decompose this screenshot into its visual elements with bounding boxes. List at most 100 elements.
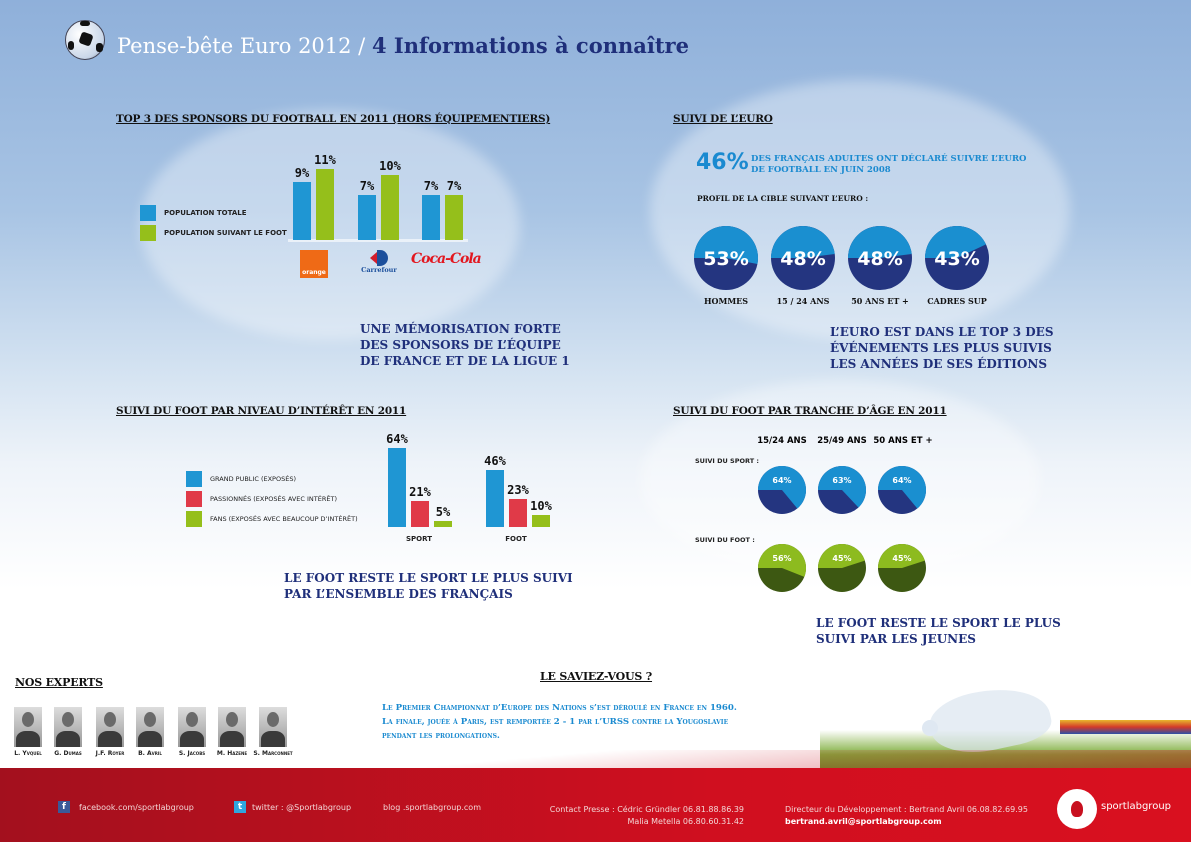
age-column-label: 25/49 ANS	[817, 436, 867, 446]
expert-photo	[259, 707, 287, 747]
euro-profile-pies: 53% HOMMES 48% 15 / 24 ANS 48% 50 ANS ET + 43%…	[694, 225, 989, 306]
legend-item: FANS (EXPOSÉS AVEC BEAUCOUP D’INTÉRÊT)	[186, 511, 358, 527]
pie-slice-value	[878, 544, 925, 568]
pie-value-label: 63%	[832, 476, 851, 485]
bar-value-label: 10%	[530, 498, 552, 513]
press-contact: Contact Presse : Cédric Gründler 06.81.8…	[549, 805, 744, 814]
caption-line: LE FOOT RESTE LE SPORT LE PLUS	[816, 616, 1061, 630]
pie-value-label: 45%	[832, 554, 851, 563]
legend-item: POPULATION TOTALE	[140, 205, 246, 221]
expert-photo	[178, 707, 206, 747]
bar-value-label: 64%	[386, 432, 408, 447]
bar-carrefour-0	[358, 194, 376, 240]
expert-photo	[14, 707, 42, 747]
bar-value-label: 7%	[446, 178, 462, 193]
expert-body	[56, 731, 80, 747]
expert-body	[138, 731, 162, 747]
blog-link[interactable]: blog .sportlabgroup.com	[383, 803, 481, 812]
row-label-foot: SUIVI DU FOOT :	[695, 536, 755, 544]
saviez-line: Le Premier Championnat d’Europe des Nati…	[382, 703, 737, 713]
pie-value-label: 45%	[892, 554, 911, 563]
caption-line: LES ANNÉES DE SES ÉDITIONS	[830, 357, 1047, 371]
bar-carrefour-1	[381, 175, 399, 240]
legend-label: GRAND PUBLIC (EXPOSÉS)	[210, 475, 296, 483]
bar-sport-1	[411, 501, 429, 527]
twitter-icon[interactable]: t	[234, 801, 246, 813]
bar-orange-0	[293, 181, 311, 240]
pie-slice-value	[878, 466, 926, 509]
pie-value-label: 64%	[772, 476, 791, 485]
page-title: Pense-bête Euro 2012 / 4 Informations à …	[117, 33, 689, 58]
carrefour-label: Carrefour	[361, 266, 397, 274]
expert-body	[180, 731, 204, 747]
bar-orange-1	[316, 168, 334, 240]
bar-foot-2	[532, 514, 550, 527]
category-label: SPORT	[406, 535, 432, 543]
bar-value-label: 7%	[359, 178, 375, 193]
cloud-decoration	[650, 80, 1070, 340]
pie-slice-value	[925, 226, 986, 258]
caption-line: L’EURO EST DANS LE TOP 3 DES	[830, 325, 1054, 339]
pie-slice-value	[758, 466, 806, 509]
pie-category-label: 50 ANS ET +	[851, 296, 909, 306]
expert-body	[261, 731, 285, 747]
facebook-icon[interactable]: f	[58, 801, 70, 813]
bar-foot-1	[509, 498, 527, 527]
footer: f facebook.com/sportlabgroup t twitter :…	[0, 768, 1191, 842]
expert-photo	[136, 707, 164, 747]
orange-logo: orange	[300, 250, 328, 278]
bar-value-label: 11%	[314, 152, 336, 167]
pie-slice-value	[818, 544, 865, 568]
director-contact: Directeur du Développement : Bertrand Av…	[785, 805, 1028, 814]
interest-caption: LE FOOT RESTE LE SPORT LE PLUS SUIVI PAR…	[284, 570, 573, 602]
saviez-line: La finale, jouée à Paris, est remportée …	[382, 717, 729, 727]
pie-slice-value	[818, 466, 866, 508]
expert-head	[144, 712, 156, 727]
caption-line: LE FOOT RESTE LE SPORT LE PLUS SUIVI	[284, 571, 573, 585]
director-email[interactable]: bertrand.avril@sportlabgroup.com	[785, 817, 942, 826]
legend-swatch	[186, 471, 202, 487]
bar-value-label: 23%	[507, 482, 529, 497]
ball-icon	[922, 720, 938, 736]
expert-body	[16, 731, 40, 747]
legend-item: POPULATION SUIVANT LE FOOT	[140, 225, 287, 241]
pie-category-label: CADRES SUP	[927, 296, 987, 306]
title-bold: 4 Informations à connaître	[371, 33, 689, 58]
sportlab-logo	[1057, 789, 1097, 829]
legend-swatch	[140, 205, 156, 221]
bar-value-label: 10%	[379, 159, 401, 173]
bar-value-label: 21%	[409, 485, 431, 500]
legend-label: PASSIONNÉS (EXPOSÉS AVEC INTÉRÊT)	[210, 495, 337, 503]
chart-baseline	[288, 239, 468, 242]
age-heading: SUIVI DU FOOT PAR TRANCHE D’ÂGE EN 2011	[673, 405, 947, 417]
expert-head	[104, 712, 116, 727]
saviez-line: pendant les prolongations.	[382, 731, 500, 741]
pie-slice-value	[848, 226, 912, 258]
bar-sport-0	[388, 448, 406, 527]
expert-body	[220, 731, 244, 747]
carrefour-logo: Carrefour	[358, 250, 400, 280]
bar-foot-0	[486, 470, 504, 527]
age-column-label: 50 ANS ET +	[873, 436, 933, 446]
expert-head	[267, 712, 279, 727]
facebook-link[interactable]: facebook.com/sportlabgroup	[79, 803, 194, 812]
twitter-link[interactable]: twitter : @Sportlabgroup	[252, 803, 352, 812]
pie-value-label: 43%	[934, 248, 979, 270]
expert-photo	[54, 707, 82, 747]
legend-item: PASSIONNÉS (EXPOSÉS AVEC INTÉRÊT)	[186, 491, 337, 507]
age-caption: LE FOOT RESTE LE SPORT LE PLUS SUIVI PAR…	[816, 615, 1061, 647]
coca-cola-logo: Coca-Cola	[411, 251, 482, 267]
bar-coca-cola-0	[422, 194, 440, 240]
caption-line: DES SPONSORS DE L’ÉQUIPE	[360, 338, 561, 352]
category-label: FOOT	[505, 535, 527, 543]
euro-caption: L’EURO EST DANS LE TOP 3 DES ÉVÉNEMENTS …	[830, 324, 1054, 372]
logo-text: sportlabgroup	[1101, 801, 1172, 812]
legend-label: POPULATION SUIVANT LE FOOT	[164, 229, 287, 237]
expert-photo	[96, 707, 124, 747]
bar-value-label: 5%	[435, 504, 451, 519]
euro-stat-value: 46%	[696, 150, 749, 175]
expert-head	[186, 712, 198, 727]
pie-value-label: 48%	[857, 248, 902, 270]
bar-sport-2	[434, 520, 452, 527]
expert-body	[98, 731, 122, 747]
